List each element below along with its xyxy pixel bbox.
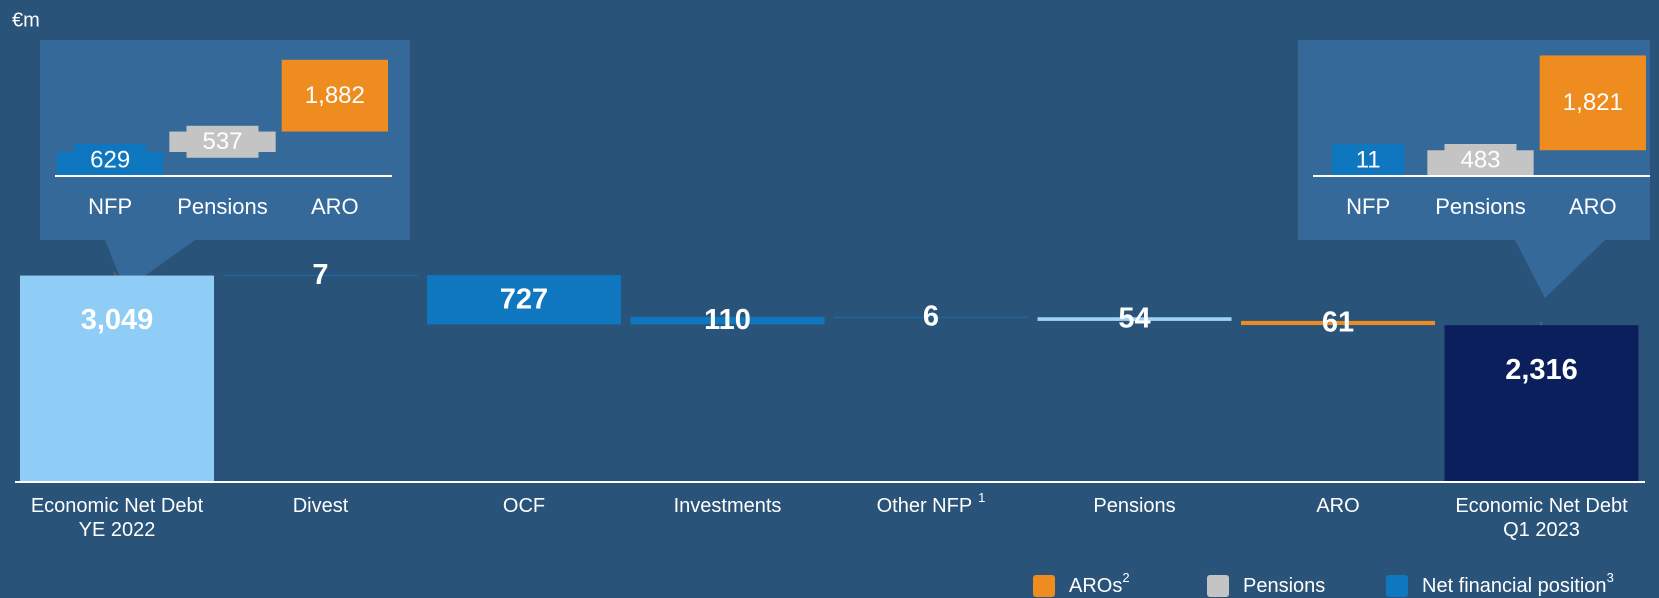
legend-label: Pensions — [1243, 575, 1325, 597]
x-tick-label: Investments — [674, 495, 782, 517]
bar — [169, 131, 276, 153]
x-tick-label-line: Economic Net Debt — [1455, 495, 1628, 517]
x-tick-label: ARO — [311, 194, 359, 219]
value-label: 537 — [202, 128, 242, 155]
bar — [57, 152, 164, 176]
x-tick-label: Pensions — [1435, 194, 1526, 219]
bar — [281, 59, 388, 132]
value-label: 110 — [704, 304, 751, 336]
x-tick-label-line: YE 2022 — [79, 519, 156, 541]
value-label: 1,882 — [305, 82, 365, 109]
x-tick-label-line: Investments — [674, 495, 782, 517]
bar — [20, 275, 214, 482]
bar — [834, 316, 1028, 318]
x-tick-label-line: Pensions — [1093, 495, 1175, 517]
legend-swatch — [1207, 575, 1229, 597]
bar — [630, 316, 825, 325]
x-tick-label: Divest — [293, 495, 349, 517]
label-chip — [1332, 144, 1405, 176]
x-tick-label: Pensions — [177, 194, 268, 219]
legend-swatch — [1386, 575, 1408, 597]
bar — [427, 275, 621, 325]
x-tick-label: OCF — [503, 495, 545, 517]
x-tick-label-line: Economic Net Debt — [31, 495, 204, 517]
legend-name: Net financial position — [1422, 575, 1607, 597]
bar — [1241, 320, 1435, 326]
legend-label: AROs2 — [1069, 570, 1130, 597]
value-label: 3,049 — [81, 304, 154, 336]
x-tick-label: Economic Net Debt Q1 2023 — [1455, 495, 1628, 541]
x-tick-label: ARO — [1569, 194, 1617, 219]
footnote-mark: 2 — [1122, 570, 1129, 585]
x-tick-label: NFP — [88, 194, 132, 219]
x-tick-label-line: Other NFP — [877, 495, 973, 517]
value-label: 1,821 — [1563, 89, 1623, 116]
value-label: 727 — [500, 283, 548, 315]
value-label: 11 — [1356, 146, 1381, 173]
x-tick-label-line: Divest — [293, 495, 349, 517]
x-tick-label-line: OCF — [503, 495, 545, 517]
bar — [1427, 150, 1534, 176]
bar — [223, 275, 418, 276]
bar — [1037, 317, 1232, 321]
x-tick-label: Pensions — [1093, 495, 1175, 517]
legend-name: Pensions — [1243, 575, 1325, 597]
x-tick-label: Other NFP 1 — [877, 490, 986, 517]
value-label: 483 — [1460, 146, 1500, 173]
value-label: 61 — [1322, 307, 1354, 339]
value-label: 629 — [90, 146, 130, 173]
x-tick-label: Economic Net Debt YE 2022 — [31, 495, 204, 541]
legend-swatch — [1033, 575, 1055, 597]
bar — [1444, 325, 1639, 482]
value-label: 54 — [1118, 303, 1150, 335]
unit-label: €m — [12, 9, 40, 31]
x-tick-label-line: ARO — [1316, 495, 1359, 517]
value-label: 2,316 — [1505, 354, 1578, 386]
legend-label: Net financial position3 — [1422, 570, 1614, 597]
value-label: 7 — [312, 259, 328, 291]
x-tick-label: ARO — [1316, 495, 1359, 517]
footnote-mark: 1 — [978, 490, 985, 505]
footnote-mark: 3 — [1607, 570, 1614, 585]
value-label: 6 — [923, 301, 939, 333]
legend-name: AROs — [1069, 575, 1122, 597]
x-tick-label-line: Q1 2023 — [1503, 519, 1580, 541]
x-tick-label: NFP — [1346, 194, 1390, 219]
bar — [1539, 55, 1646, 151]
